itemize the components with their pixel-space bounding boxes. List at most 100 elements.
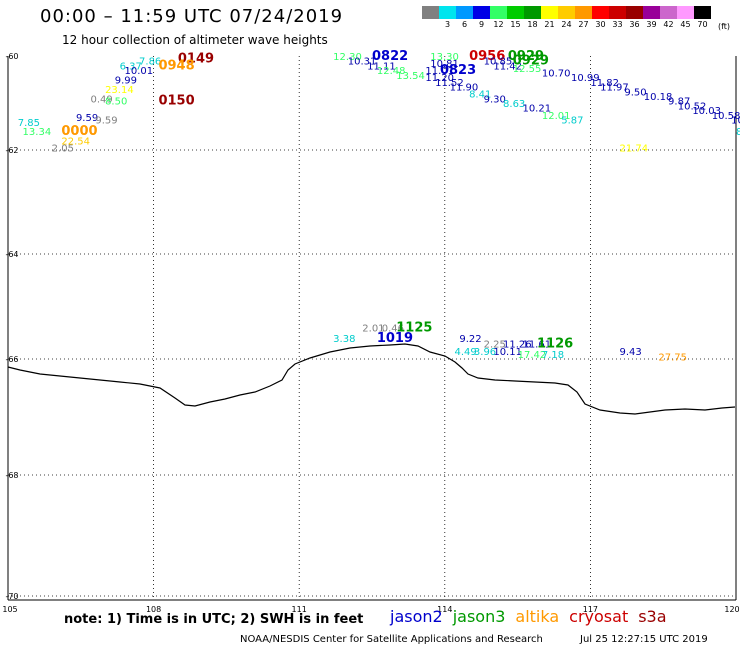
longitude-label: 108 xyxy=(146,605,161,614)
color-swatch xyxy=(456,6,473,19)
longitude-label: 120 xyxy=(724,605,739,614)
color-swatch xyxy=(541,6,558,19)
color-swatch xyxy=(660,6,677,19)
legend-altika: altika xyxy=(515,607,560,626)
color-swatch xyxy=(643,6,660,19)
wave-height-value: 2.25 xyxy=(484,339,506,350)
color-swatch xyxy=(439,6,456,19)
wave-height-value: 6.37 xyxy=(120,61,142,72)
pass-time-label: 0000 xyxy=(61,124,97,139)
color-swatch xyxy=(473,6,490,19)
latitude-label: -64 xyxy=(5,250,18,259)
color-swatch xyxy=(558,6,575,19)
wave-height-value: 9.87 xyxy=(668,97,690,108)
color-swatch xyxy=(422,6,439,19)
latitude-label: -60 xyxy=(5,52,18,61)
wave-height-value: 10.21 xyxy=(522,104,551,115)
color-swatch xyxy=(694,6,711,19)
wave-height-value: 2.01 xyxy=(362,324,384,335)
wave-height-value: 11.52 xyxy=(435,78,464,89)
wave-height-value: 10.99 xyxy=(571,73,600,84)
wave-height-value: 0.49 xyxy=(91,94,113,105)
wave-height-value: 17.42 xyxy=(518,350,547,361)
pass-time-label: 1125 xyxy=(396,321,432,336)
wave-height-value: 12.55 xyxy=(513,64,542,75)
wave-height-value: 12.48 xyxy=(377,66,406,77)
wave-height-value: 8.63 xyxy=(503,99,525,110)
color-scale-label: 24 xyxy=(561,20,572,29)
color-swatch xyxy=(609,6,626,19)
wave-height-value: 10.23 xyxy=(731,115,740,126)
wave-height-value: 10.58 xyxy=(712,111,740,122)
wave-height-value: 9.43 xyxy=(620,347,642,358)
color-scale-unit: (ft) xyxy=(718,22,731,31)
color-scale-label: 70 xyxy=(697,20,708,29)
legend-s3a: s3a xyxy=(638,607,667,626)
longitude-label: 105 xyxy=(2,605,17,614)
wave-height-value: 13.54 xyxy=(396,71,425,82)
color-scale-label: 6 xyxy=(461,20,468,29)
wave-height-value: 10.18 xyxy=(644,92,673,103)
color-swatch xyxy=(507,6,524,19)
wave-height-value: 3.38 xyxy=(333,334,355,345)
latitude-label: -70 xyxy=(5,592,18,601)
credit-text: NOAA/NESDIS Center for Satellite Applica… xyxy=(240,634,543,645)
pass-time-label: 0149 xyxy=(178,51,214,66)
color-swatch xyxy=(626,6,643,19)
wave-height-value: 10.85 xyxy=(484,57,513,68)
wave-height-value: 22.54 xyxy=(61,137,90,148)
color-scale-label: 21 xyxy=(544,20,555,29)
legend-jason3: jason3 xyxy=(452,607,506,626)
wave-height-value: 11.11 xyxy=(367,61,396,72)
color-scale-label: 33 xyxy=(612,20,623,29)
wave-height-value: 13.34 xyxy=(23,127,52,138)
pass-time-label: 0150 xyxy=(158,94,194,109)
color-scale-label: 42 xyxy=(663,20,674,29)
color-scale-label: 12 xyxy=(493,20,504,29)
page-title: 00:00 – 11:59 UTC 07/24/2019 xyxy=(40,6,344,27)
color-scale xyxy=(422,6,711,19)
color-scale-label: 30 xyxy=(595,20,606,29)
wave-height-value: 9.22 xyxy=(459,334,481,345)
antarctic-coastline xyxy=(7,343,736,415)
wave-height-value: 5.87 xyxy=(561,115,583,126)
wave-height-value: 8.41 xyxy=(469,90,491,101)
wave-height-value: 7.85 xyxy=(18,118,40,129)
pass-time-label: 0956 xyxy=(469,49,505,64)
wave-height-value: 12.30 xyxy=(333,52,362,63)
wave-height-value: 10.70 xyxy=(542,68,571,79)
longitude-label: 111 xyxy=(292,605,307,614)
wave-height-value: 13.30 xyxy=(430,52,459,63)
wave-height-value: 8 xyxy=(736,127,740,138)
color-scale-label: 3 xyxy=(444,20,451,29)
wave-height-value: 10.11 xyxy=(493,347,522,358)
wave-height-value: 10.03 xyxy=(692,106,721,117)
color-scale-labels: 3 6 9 12 15 18 21 24 27 30 33 36 39 42 45 70 xyxy=(422,20,711,29)
legend-cryosat: cryosat xyxy=(569,607,629,626)
wave-height-value: 10.31 xyxy=(348,57,377,68)
wave-height-value: 0.46 xyxy=(382,324,404,335)
wave-height-value: 11.26 xyxy=(503,339,532,350)
pass-time-label: 0929 xyxy=(508,49,544,64)
satellite-legend: jason2 jason3 altika cryosat s3a xyxy=(390,607,677,626)
wave-height-value: 9.99 xyxy=(115,76,137,87)
wave-height-value: 21.74 xyxy=(620,144,649,155)
wave-height-value: 11.01 xyxy=(425,66,454,77)
wave-height-value: 27.75 xyxy=(658,352,687,363)
color-scale-label: 27 xyxy=(578,20,589,29)
color-swatch xyxy=(592,6,609,19)
longitude-label: 114 xyxy=(437,605,452,614)
note-text: note: 1) Time is in UTC; 2) SWH is in fe… xyxy=(64,612,364,627)
pass-time-label: 0822 xyxy=(372,49,408,64)
map-grid xyxy=(7,56,737,601)
legend-jason2: jason2 xyxy=(390,607,443,626)
wave-height-value: 7.86 xyxy=(139,57,161,68)
wave-height-value: 9.59 xyxy=(95,115,117,126)
wave-height-value: 11.90 xyxy=(450,83,479,94)
wave-height-value: 7.18 xyxy=(542,350,564,361)
wave-height-value: 11.42 xyxy=(493,61,522,72)
color-swatch xyxy=(490,6,507,19)
wave-height-value: 12.01 xyxy=(542,111,571,122)
